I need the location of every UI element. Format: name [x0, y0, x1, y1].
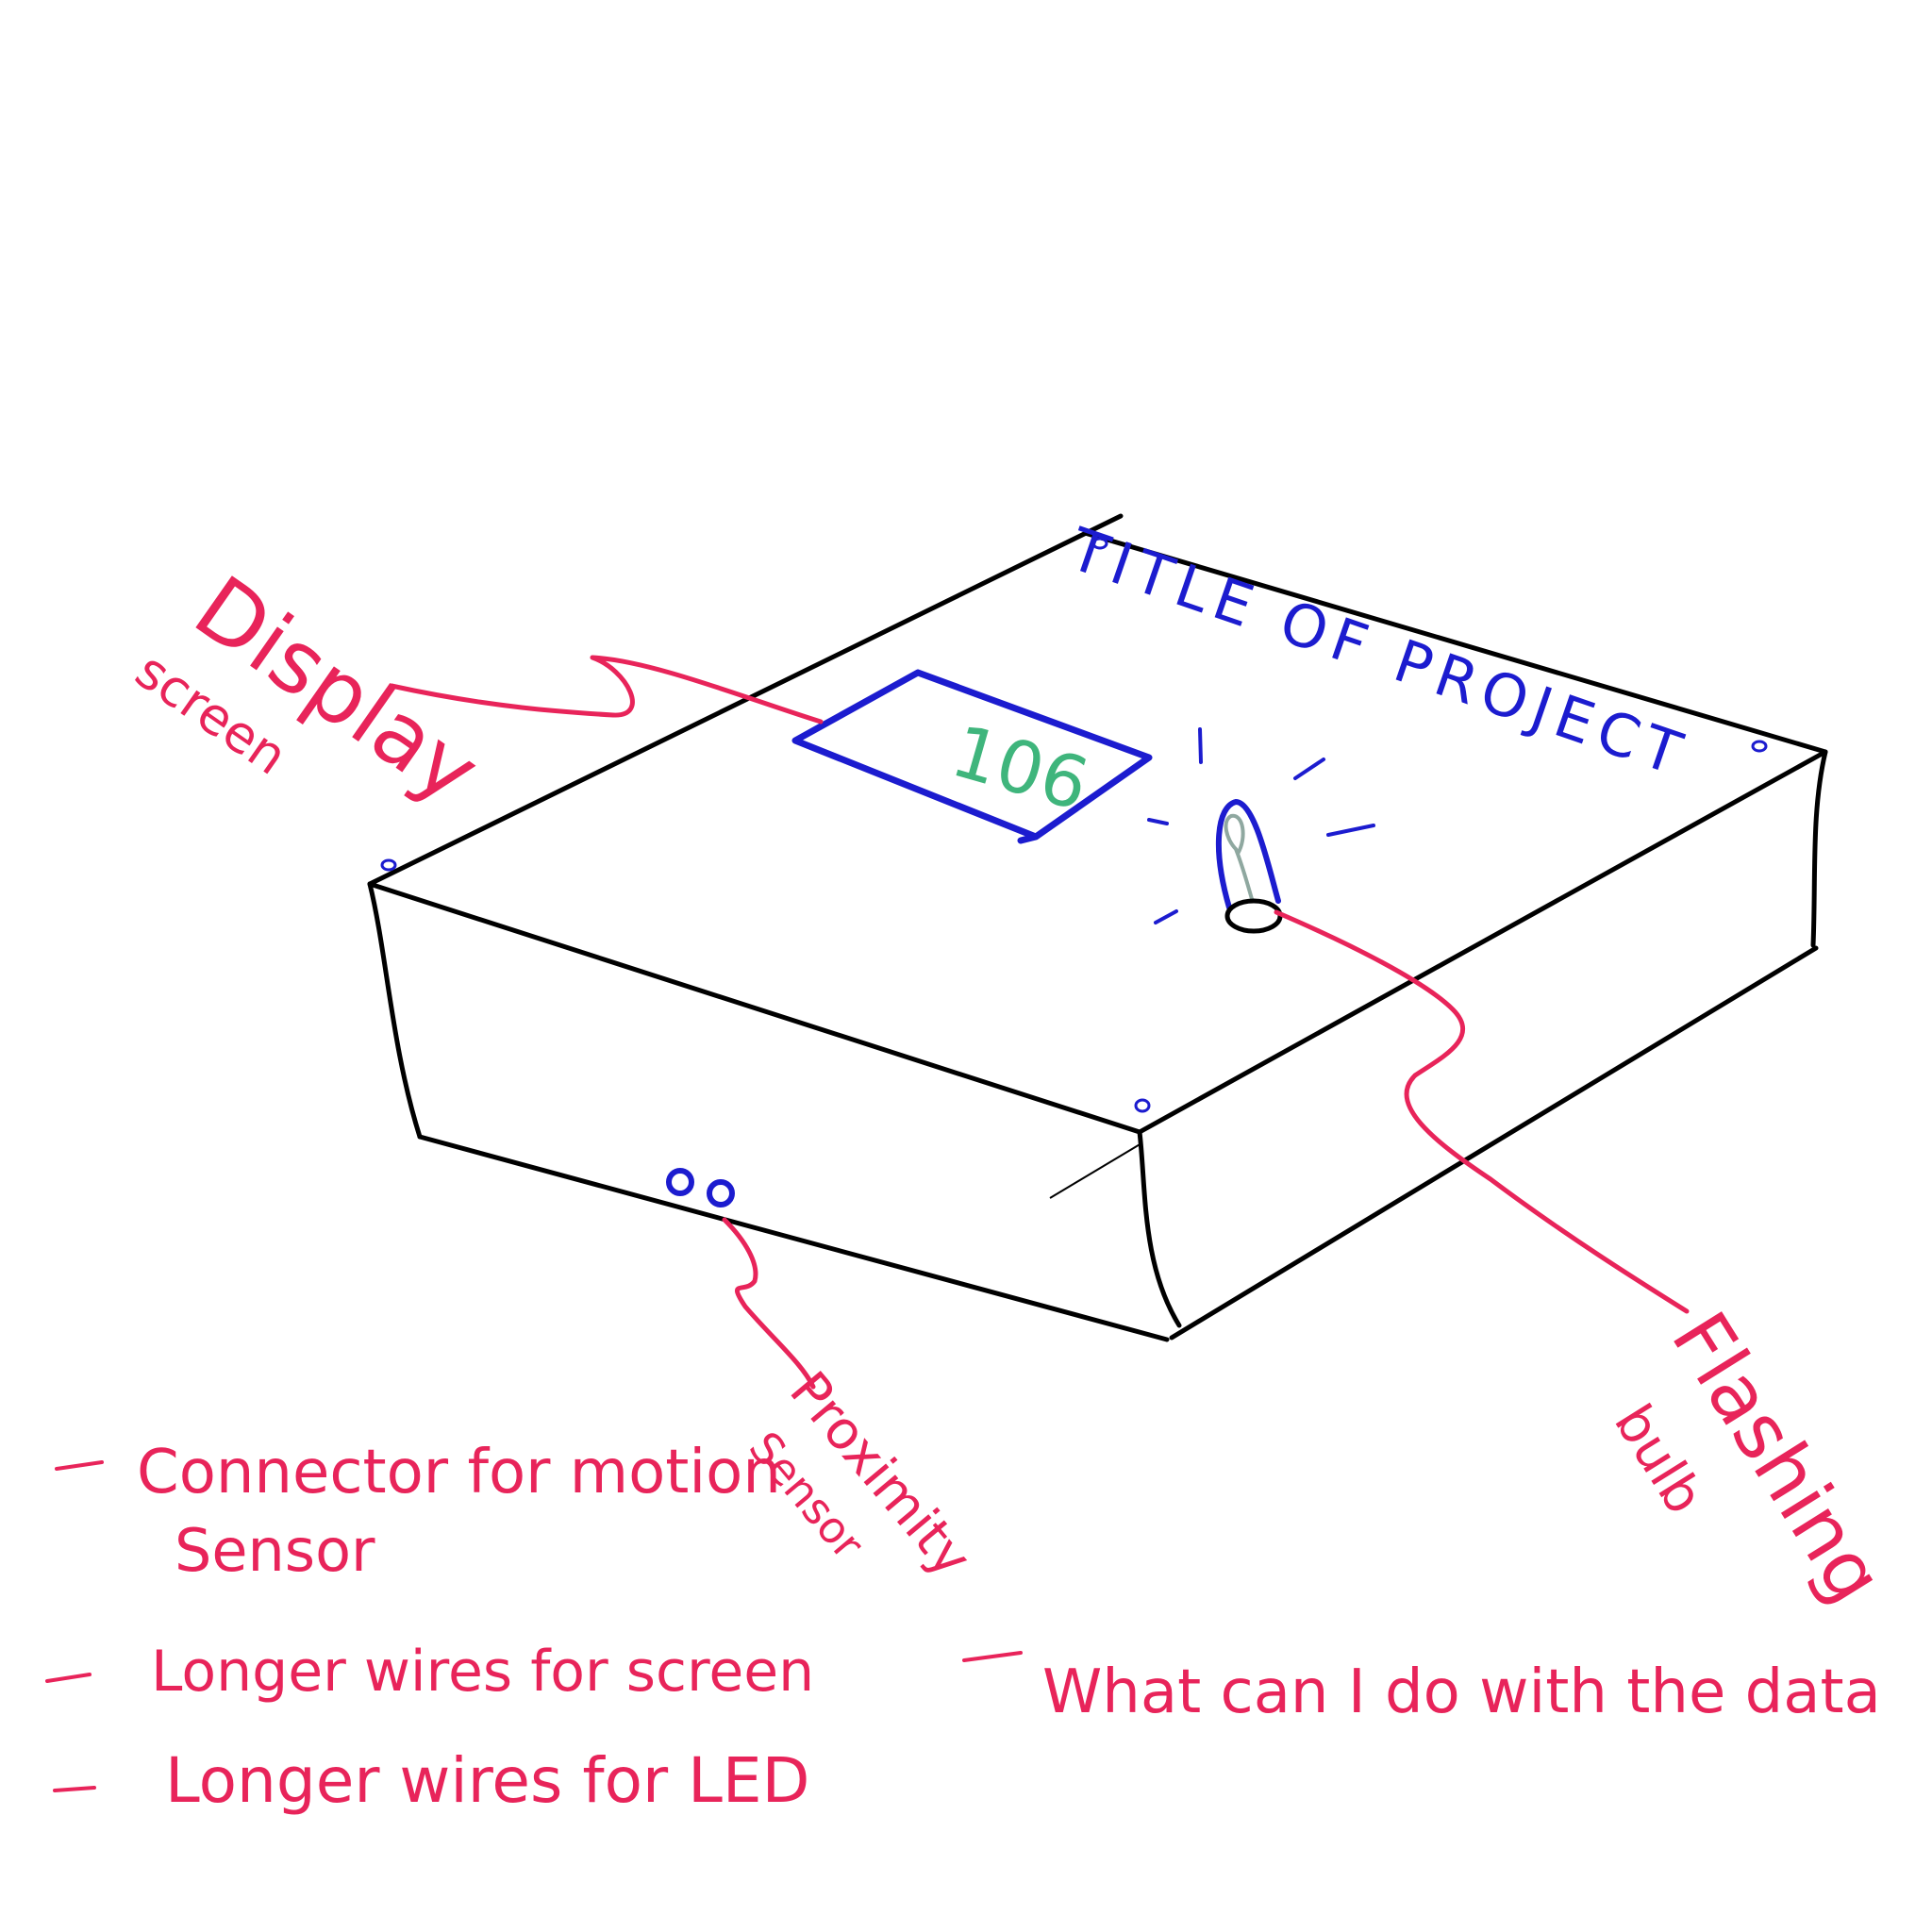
glow-ray	[1326, 824, 1375, 837]
bullet-dash	[53, 1786, 96, 1792]
box-outline	[367, 513, 1828, 1342]
leader-wires	[389, 655, 1690, 1390]
sensor-eye-icon	[666, 1168, 694, 1196]
notes-list	[45, 1460, 1023, 1792]
box-left-front-vertical	[367, 881, 423, 1140]
screw-icon	[1751, 740, 1768, 753]
glow-ray	[1147, 818, 1169, 825]
note-screen-wires: Longer wires for screen	[151, 1639, 814, 1705]
bulb-glass	[1215, 798, 1281, 910]
screw-icon	[380, 858, 397, 872]
bulb-filament	[1224, 813, 1259, 921]
note-data-question: What can I do with the data	[1042, 1657, 1881, 1727]
bulb-base	[1224, 898, 1283, 934]
bulb-leader-wire	[1274, 909, 1690, 1314]
box-top-back-right-edge	[1082, 530, 1828, 755]
proximity-sensor	[666, 1168, 735, 1208]
display-leader-wire	[389, 655, 824, 724]
screw-icon	[1091, 537, 1108, 550]
display-screen: 106	[791, 669, 1153, 844]
box-bottom-right-edge	[1169, 945, 1819, 1341]
screw-icon	[1134, 1098, 1151, 1113]
proximity-leader-wire	[722, 1217, 816, 1390]
note-motion-sensor-line2: Sensor	[175, 1516, 375, 1585]
box-top-front-left-edge	[367, 881, 1142, 1135]
box-front-corner-vertical	[1137, 1129, 1182, 1328]
bullet-dash	[55, 1460, 104, 1471]
box-hidden-edge	[1049, 1142, 1142, 1199]
note-led-wires: Longer wires for LED	[165, 1744, 809, 1817]
note-motion-sensor-line1: Connector for motion	[137, 1438, 781, 1507]
glow-ray	[1198, 727, 1203, 764]
sensor-eye-icon	[707, 1179, 735, 1208]
glow-ray	[1293, 758, 1325, 780]
box-top-back-left-edge	[367, 513, 1124, 887]
project-title: TITLE OF PROJECT	[1060, 514, 1697, 791]
corner-screws	[380, 537, 1768, 1113]
box-bottom-front-edge	[417, 1134, 1170, 1342]
box-right-back-vertical	[1810, 749, 1828, 948]
bullet-dash	[45, 1673, 92, 1683]
glow-ray	[1154, 909, 1178, 924]
box-top-front-right-edge	[1137, 749, 1828, 1135]
flashing-bulb	[1147, 727, 1375, 934]
bulb-glow-rays	[1147, 727, 1375, 924]
bullet-dash	[962, 1651, 1023, 1662]
display-screen-frame	[791, 669, 1153, 844]
